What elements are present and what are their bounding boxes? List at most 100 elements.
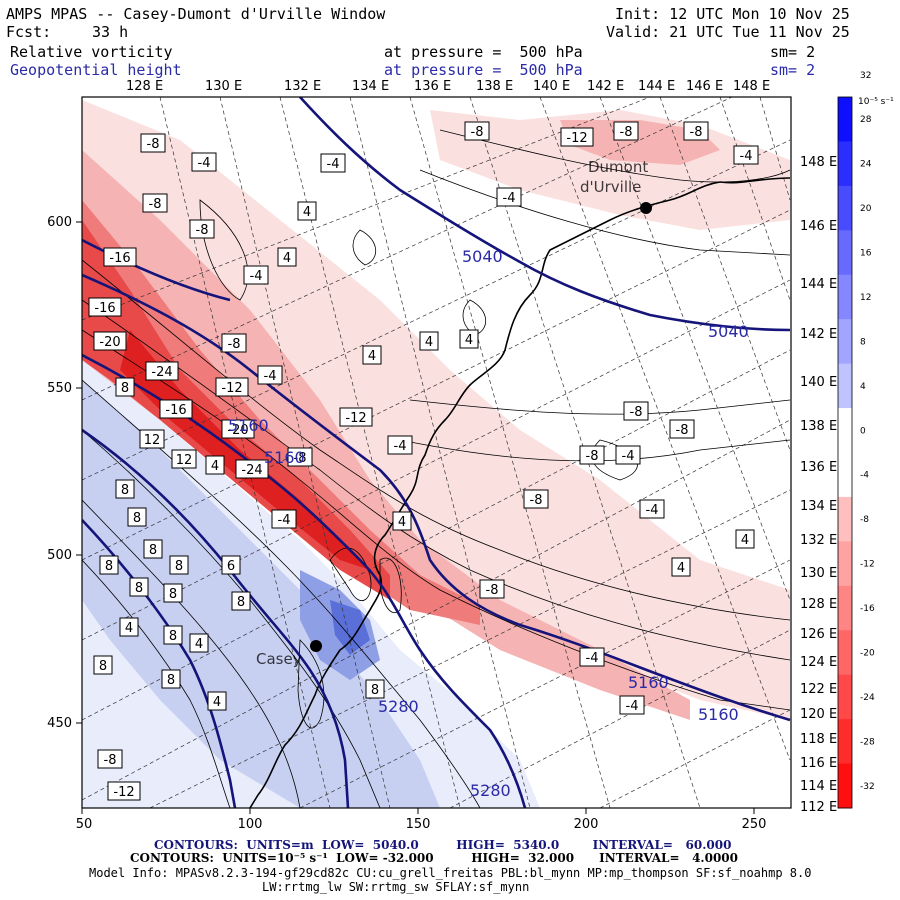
colorbar-tick-label: 28	[860, 115, 872, 125]
svg-text:8: 8	[167, 673, 175, 688]
lon-label: 142 E	[800, 327, 837, 342]
lon-label: 146 E	[686, 79, 723, 94]
svg-text:-12: -12	[221, 381, 242, 396]
vort-label: -8	[523, 489, 549, 509]
vort-label: 4	[297, 201, 317, 221]
svg-text:-4: -4	[586, 651, 599, 666]
y-tick-label: 450	[47, 716, 72, 731]
svg-text:4: 4	[465, 333, 473, 348]
lon-label: 118 E	[800, 732, 837, 747]
svg-text:-4: -4	[740, 149, 753, 164]
colorbar-tick-label: -12	[860, 560, 875, 570]
lon-labels-right: 148 E 146 E 144 E 142 E 140 E 138 E 136 …	[800, 155, 837, 815]
vort-label: -12	[215, 377, 249, 397]
colorbar-tick-label: -16	[860, 604, 875, 614]
colorbar-swatch	[838, 585, 852, 631]
vort-label: -12	[107, 781, 141, 801]
forecast-label: Fcst:	[6, 23, 52, 41]
svg-text:-24: -24	[151, 365, 172, 380]
colorbar-swatches	[838, 97, 852, 809]
colorbar-tick-label: -8	[860, 515, 869, 525]
height-labels: 5040 5040 5160 5160 5160 5160 5280 5280	[228, 247, 749, 800]
vort-label: -4	[257, 365, 283, 385]
vort-label: -8	[142, 193, 168, 213]
field2-name: Geopotential height	[10, 61, 182, 79]
station-marker	[310, 640, 322, 652]
vort-label: -8	[287, 447, 313, 467]
colorbar-swatch	[838, 496, 852, 542]
height-label: 5280	[378, 697, 419, 716]
vort-label: -8	[669, 419, 695, 439]
svg-text:8: 8	[175, 559, 183, 574]
vort-label: 8	[169, 555, 189, 575]
lon-label: 134 E	[352, 79, 389, 94]
svg-text:-16: -16	[165, 403, 186, 418]
x-tick-label: 250	[742, 817, 767, 832]
colorbar-tick-label: 24	[860, 160, 872, 170]
svg-text:-4: -4	[198, 156, 211, 171]
vort-label: 4	[392, 511, 412, 531]
colorbar-tick-label: -32	[860, 782, 875, 792]
lon-labels-top: 128 E 130 E 132 E 134 E 136 E 138 E 140 …	[126, 79, 770, 94]
vort-label: 6	[221, 555, 241, 575]
colorbar-swatch	[838, 363, 852, 409]
footer-model-info: Model Info: MPASv8.2.3-194-gf29cd82c CU:…	[89, 866, 812, 880]
x-axis: 50 100 150 200 250	[76, 808, 767, 832]
svg-text:-4: -4	[278, 513, 291, 528]
svg-text:4: 4	[283, 251, 291, 266]
colorbar-frame	[837, 96, 853, 809]
vort-label: -20	[221, 419, 255, 439]
vort-label: -8	[623, 401, 649, 421]
lon-label: 144 E	[638, 79, 675, 94]
colorbar-swatch	[838, 674, 852, 720]
colorbar-tick-label: 32	[860, 71, 871, 81]
vort-label: 8	[115, 479, 135, 499]
colorbar-swatch	[838, 763, 852, 809]
y-axis: 450 500 550 600	[47, 215, 82, 731]
lon-label: 148 E	[733, 79, 770, 94]
lon-label: 126 E	[800, 627, 837, 642]
svg-text:8: 8	[99, 659, 107, 674]
vort-label: 4	[119, 617, 139, 637]
colorbar-tick-label: -4	[860, 471, 869, 481]
colorbar-swatch	[838, 408, 852, 453]
valid-time: Valid: 21 UTC Tue 11 Nov 25	[606, 23, 850, 41]
chart-title: AMPS MPAS -- Casey-Dumont d'Urville Wind…	[6, 5, 386, 23]
vorticity-labels: -8 -4 -8 -8 -12 -8 -8 -4 -4 -4 -8 4 -16 …	[88, 121, 759, 801]
vort-label: 8	[129, 577, 149, 597]
colorbar-swatch	[838, 452, 852, 498]
svg-text:-8: -8	[586, 449, 599, 464]
vort-label: -4	[615, 445, 641, 465]
svg-text:-8: -8	[149, 197, 162, 212]
svg-text:-8: -8	[147, 137, 160, 152]
svg-text:4: 4	[677, 561, 685, 576]
svg-text:8: 8	[371, 683, 379, 698]
svg-text:-8: -8	[228, 337, 241, 352]
vort-label: 4	[735, 529, 755, 549]
lon-label: 140 E	[800, 375, 837, 390]
svg-text:8: 8	[121, 483, 129, 498]
svg-text:-8: -8	[104, 753, 117, 768]
lon-label: 136 E	[800, 460, 837, 475]
svg-text:-4: -4	[250, 269, 263, 284]
vort-label: 4	[205, 455, 225, 475]
lon-label: 144 E	[800, 277, 837, 292]
svg-text:6: 6	[227, 559, 235, 574]
vort-label: -8	[613, 121, 639, 141]
colorbar-swatch	[838, 230, 852, 276]
field1-smoothing: sm= 2	[770, 43, 816, 61]
lon-label: 114 E	[800, 779, 837, 794]
vort-label: 4	[277, 247, 297, 267]
svg-text:4: 4	[125, 621, 133, 636]
vort-label: 8	[143, 539, 163, 559]
colorbar-unit: 10⁻⁵ s⁻¹	[858, 97, 894, 107]
x-tick-label: 50	[76, 817, 93, 832]
svg-text:8: 8	[149, 543, 157, 558]
lon-label: 136 E	[414, 79, 451, 94]
colorbar-tick-label: 20	[860, 204, 872, 214]
vort-label: -4	[733, 145, 759, 165]
colorbar-tick-label: -28	[860, 737, 875, 747]
svg-text:-8: -8	[486, 583, 499, 598]
vort-label: -4	[639, 499, 665, 519]
